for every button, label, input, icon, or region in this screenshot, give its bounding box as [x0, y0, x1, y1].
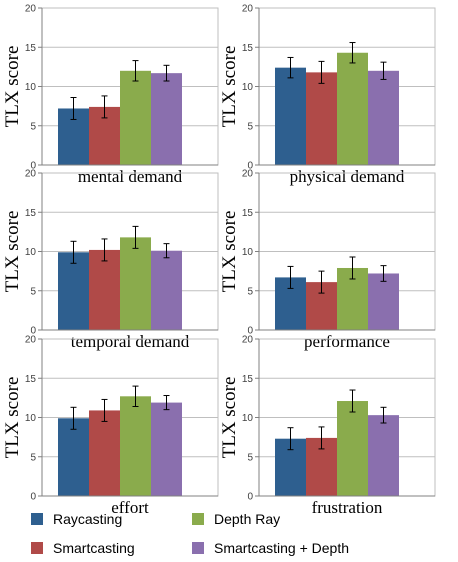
bar-performance-smartcasting-depth [368, 273, 399, 330]
y-tick-label-temporal-demand: 15 [25, 208, 37, 219]
y-tick-label-performance: 10 [242, 247, 254, 258]
y-axis-label-performance: TLX score [219, 211, 240, 293]
bar-effort-depth-ray [120, 396, 151, 496]
y-tick-label-mental-demand: 5 [30, 121, 36, 132]
bar-temporal-demand-smartcasting [89, 249, 120, 330]
y-tick-label-mental-demand: 20 [25, 4, 37, 15]
y-tick-label-physical-demand: 5 [247, 121, 253, 132]
bar-temporal-demand-depth-ray [120, 237, 151, 330]
panel-title-physical-demand: physical demand [290, 167, 405, 186]
bar-physical-demand-smartcasting [306, 72, 337, 165]
y-tick-label-performance: 0 [247, 326, 253, 337]
bar-physical-demand-depth-ray [337, 52, 368, 166]
y-tick-label-mental-demand: 0 [30, 161, 36, 172]
bar-frustration-smartcasting-depth [368, 415, 399, 496]
y-tick-label-mental-demand: 10 [25, 82, 37, 93]
y-tick-label-physical-demand: 0 [247, 161, 253, 172]
panel-title-frustration: frustration [312, 498, 383, 517]
bar-temporal-demand-raycasting [58, 252, 89, 330]
bar-frustration-depth-ray [337, 401, 368, 496]
y-tick-label-performance: 5 [247, 286, 253, 297]
bar-effort-smartcasting-depth [151, 402, 182, 496]
y-tick-label-effort: 10 [25, 413, 37, 424]
y-tick-label-effort: 20 [25, 335, 37, 346]
y-tick-label-frustration: 5 [247, 452, 253, 463]
y-axis-label-effort: TLX score [2, 377, 23, 459]
bar-mental-demand-depth-ray [120, 70, 151, 165]
y-tick-label-frustration: 0 [247, 492, 253, 503]
panel-title-performance: performance [304, 332, 390, 351]
y-tick-label-frustration: 15 [242, 374, 254, 385]
y-tick-label-temporal-demand: 20 [25, 169, 37, 180]
bar-mental-demand-smartcasting-depth [151, 73, 182, 165]
y-tick-label-performance: 20 [242, 169, 254, 180]
y-tick-label-performance: 15 [242, 208, 254, 219]
y-tick-label-effort: 0 [30, 492, 36, 503]
y-tick-label-physical-demand: 20 [242, 4, 254, 15]
y-tick-label-physical-demand: 15 [242, 43, 254, 54]
bar-physical-demand-smartcasting-depth [368, 70, 399, 165]
panel-title-mental-demand: mental demand [78, 167, 183, 186]
y-axis-label-frustration: TLX score [219, 377, 240, 459]
panel-title-effort: effort [111, 498, 149, 517]
y-tick-label-temporal-demand: 0 [30, 326, 36, 337]
y-tick-label-frustration: 10 [242, 413, 254, 424]
y-tick-label-temporal-demand: 5 [30, 286, 36, 297]
y-tick-label-effort: 15 [25, 374, 37, 385]
y-tick-label-physical-demand: 10 [242, 82, 254, 93]
y-axis-label-physical-demand: TLX score [219, 46, 240, 128]
y-tick-label-mental-demand: 15 [25, 43, 37, 54]
panel-title-temporal-demand: temporal demand [71, 332, 190, 351]
y-tick-label-temporal-demand: 10 [25, 247, 37, 258]
bar-temporal-demand-smartcasting-depth [151, 250, 182, 330]
y-tick-label-effort: 5 [30, 452, 36, 463]
y-axis-label-temporal-demand: TLX score [2, 211, 23, 293]
bar-effort-raycasting [58, 418, 89, 496]
y-tick-label-frustration: 20 [242, 335, 254, 346]
bar-effort-smartcasting [89, 410, 120, 496]
y-axis-label-mental-demand: TLX score [2, 46, 23, 128]
bar-physical-demand-raycasting [275, 67, 306, 165]
